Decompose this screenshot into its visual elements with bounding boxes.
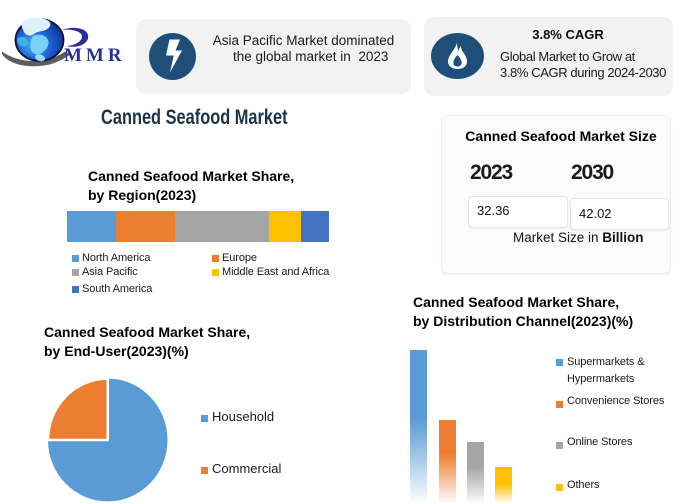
- svg-text:MMR: MMR: [64, 45, 126, 66]
